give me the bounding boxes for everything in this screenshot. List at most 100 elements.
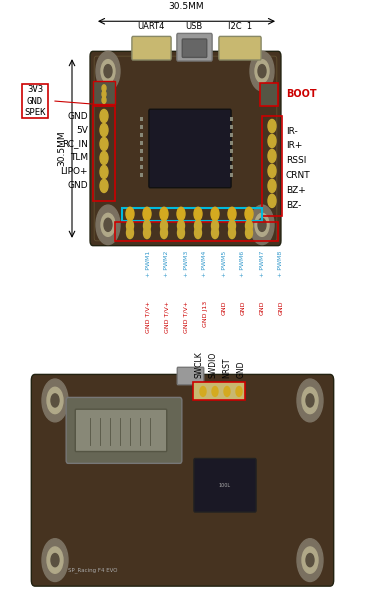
- Circle shape: [258, 218, 266, 231]
- Bar: [230, 149, 233, 153]
- Text: + PWM5: + PWM5: [221, 251, 227, 277]
- Circle shape: [268, 135, 276, 147]
- FancyBboxPatch shape: [75, 409, 167, 451]
- Circle shape: [194, 207, 202, 220]
- Circle shape: [268, 164, 276, 178]
- Circle shape: [228, 207, 236, 220]
- Circle shape: [104, 65, 112, 78]
- Text: + PWM7: + PWM7: [259, 251, 265, 277]
- Circle shape: [100, 110, 108, 122]
- FancyBboxPatch shape: [90, 51, 281, 245]
- Text: UART4: UART4: [137, 23, 165, 31]
- Circle shape: [224, 387, 230, 396]
- Circle shape: [100, 124, 108, 136]
- Circle shape: [228, 220, 235, 231]
- Text: BZ+: BZ+: [286, 186, 306, 195]
- Text: CRNT: CRNT: [286, 171, 311, 180]
- Bar: [193, 382, 245, 401]
- Bar: [230, 157, 233, 161]
- Circle shape: [160, 207, 168, 220]
- Circle shape: [177, 220, 184, 231]
- Circle shape: [42, 539, 68, 582]
- Bar: [140, 165, 143, 169]
- Circle shape: [297, 539, 323, 582]
- Circle shape: [102, 97, 106, 104]
- Text: RSSI: RSSI: [286, 157, 306, 166]
- FancyBboxPatch shape: [177, 33, 212, 61]
- Text: + PWM1: + PWM1: [145, 251, 151, 277]
- Circle shape: [228, 227, 235, 239]
- Circle shape: [245, 220, 252, 231]
- Circle shape: [47, 387, 63, 414]
- Text: GND T/V+: GND T/V+: [165, 301, 169, 333]
- FancyBboxPatch shape: [177, 367, 204, 385]
- Circle shape: [47, 547, 63, 573]
- Text: GND: GND: [279, 301, 283, 315]
- Circle shape: [211, 227, 218, 239]
- Text: SWCLK: SWCLK: [194, 352, 203, 378]
- Circle shape: [143, 207, 151, 220]
- Text: I2C  1: I2C 1: [228, 23, 252, 31]
- Bar: [140, 133, 143, 137]
- Text: 5V: 5V: [76, 125, 88, 135]
- Circle shape: [306, 554, 314, 567]
- Text: GND: GND: [68, 181, 88, 191]
- Bar: [122, 208, 262, 221]
- Text: SWDIO: SWDIO: [208, 352, 217, 378]
- Text: SP_Racing F4 EVO: SP_Racing F4 EVO: [68, 567, 117, 573]
- Circle shape: [194, 227, 201, 239]
- Text: 30.5MM: 30.5MM: [58, 131, 66, 166]
- Text: + PWM6: + PWM6: [241, 251, 245, 277]
- Text: GND T/V+: GND T/V+: [183, 301, 189, 333]
- Text: IR-: IR-: [286, 127, 298, 136]
- FancyBboxPatch shape: [66, 398, 182, 463]
- Circle shape: [100, 166, 108, 178]
- Circle shape: [268, 149, 276, 163]
- Circle shape: [255, 60, 269, 83]
- Text: GND: GND: [241, 301, 245, 315]
- Text: + PWM8: + PWM8: [279, 251, 283, 277]
- Bar: [230, 117, 233, 121]
- Circle shape: [250, 205, 274, 245]
- Circle shape: [306, 394, 314, 407]
- Circle shape: [211, 220, 218, 231]
- Circle shape: [96, 51, 120, 91]
- Circle shape: [51, 554, 59, 567]
- Text: NRST: NRST: [223, 358, 231, 378]
- Text: LIPO+: LIPO+: [61, 167, 88, 177]
- Bar: [140, 117, 143, 121]
- FancyBboxPatch shape: [182, 39, 207, 57]
- Circle shape: [101, 213, 115, 236]
- Circle shape: [127, 220, 134, 231]
- Text: USB: USB: [185, 23, 203, 31]
- Circle shape: [127, 227, 134, 239]
- Text: TLM: TLM: [70, 153, 88, 163]
- Bar: [230, 125, 233, 129]
- Text: + PWM2: + PWM2: [165, 251, 169, 277]
- Circle shape: [250, 51, 274, 91]
- Circle shape: [268, 119, 276, 133]
- Circle shape: [268, 194, 276, 208]
- Circle shape: [100, 138, 108, 150]
- Circle shape: [194, 220, 201, 231]
- Text: GND: GND: [221, 301, 227, 315]
- Text: 3V3
GND
SPEK: 3V3 GND SPEK: [24, 85, 46, 117]
- Circle shape: [255, 213, 269, 236]
- Circle shape: [144, 227, 151, 239]
- Text: IR+: IR+: [286, 141, 302, 150]
- Circle shape: [177, 207, 185, 220]
- Circle shape: [302, 387, 318, 414]
- Bar: [262, 116, 282, 216]
- Bar: [140, 157, 143, 161]
- Circle shape: [51, 394, 59, 407]
- Bar: [230, 141, 233, 145]
- Circle shape: [258, 65, 266, 78]
- Bar: [93, 81, 115, 104]
- Circle shape: [102, 85, 106, 91]
- Text: GND: GND: [237, 361, 245, 378]
- Text: BOOT: BOOT: [286, 89, 317, 99]
- Text: 100L: 100L: [219, 483, 231, 488]
- Text: GND: GND: [259, 301, 265, 315]
- Bar: [140, 173, 143, 177]
- FancyBboxPatch shape: [132, 37, 171, 60]
